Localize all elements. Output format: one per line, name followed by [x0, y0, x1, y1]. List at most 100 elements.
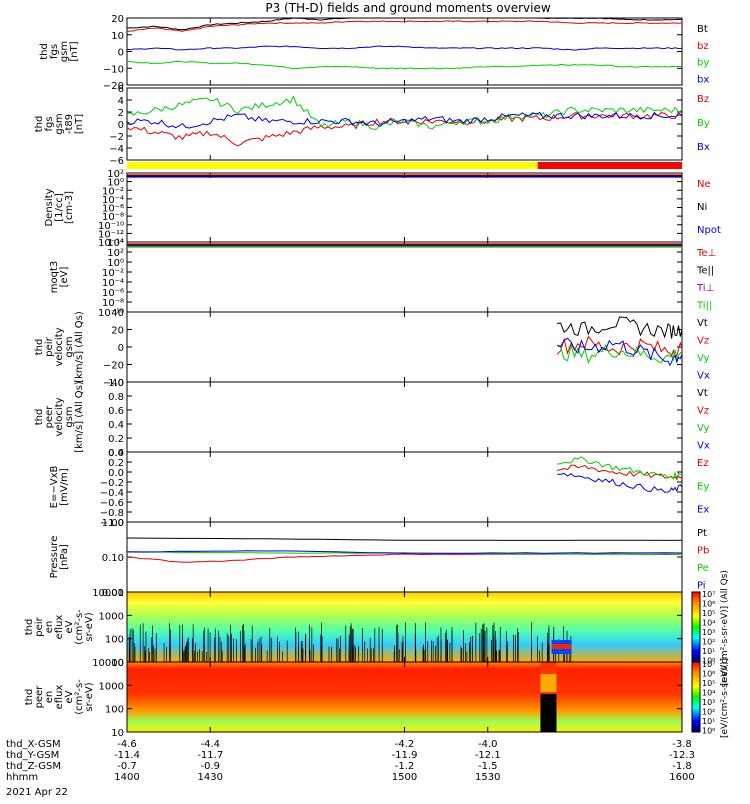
y-axis-label-line: peir	[34, 616, 45, 636]
panel-frame	[126, 311, 683, 383]
legend-Vz: Vz	[697, 406, 709, 417]
panel-peer-velocity: 1.0 0.8 0.6 0.4 0.2 0.0 thdpeervelocitygsm[km/…	[34, 378, 710, 459]
series-line-by	[126, 60, 683, 70]
y-tick-label: 0.6	[108, 406, 124, 417]
colorbar-tick: 10⁶	[702, 670, 715, 679]
panel-peir-eflux: 10000 1000 100 10 thdpeirenefluxeV(cm²-s-sr-…	[24, 588, 683, 669]
orbit-value: -4.2	[395, 739, 415, 750]
legend-Vy: Vy	[697, 353, 710, 364]
y-tick-label: −0.2	[100, 478, 124, 489]
colorbar-tick: 10³	[702, 698, 715, 707]
colorbar-tick: 10³	[702, 628, 715, 637]
orbit-value: 1500	[392, 772, 417, 783]
series-line-Vy	[556, 344, 683, 365]
y-tick-label: 10⁰	[107, 178, 124, 189]
series-line-Pi	[126, 550, 683, 554]
y-tick-label: 0.4	[108, 448, 124, 459]
y-axis-label-line: Density	[44, 188, 55, 226]
y-tick-label: 0.0	[108, 468, 124, 479]
y-tick-label: 10000	[92, 658, 124, 669]
y-tick-label: 6	[118, 84, 124, 95]
series-line-Vx	[556, 337, 683, 367]
y-tick-label: −0.8	[100, 508, 124, 519]
y-tick-label: 10²	[107, 248, 124, 259]
y-tick-label: 10⁻⁴	[102, 195, 124, 206]
panel-pressure: 1.00 0.10 0.01 Pressure[nPa] Pt Pb Pe Pi	[49, 518, 709, 599]
y-tick-label: 4	[118, 96, 124, 107]
date-label: 2021 Apr 22	[6, 787, 68, 798]
figure-title: P3 (TH-D) fields and ground moments over…	[265, 1, 550, 15]
y-tick-label: 10⁴	[107, 238, 124, 249]
y-axis-label-line: eflux	[54, 615, 65, 640]
y-axis-label: thdfgsgsm-t89[nT]	[34, 113, 85, 134]
colorbar-tick: 10²	[702, 638, 715, 647]
y-axis-label-line: fgs	[44, 116, 55, 131]
y-tick-label: 0.8	[108, 392, 124, 403]
series-line-bx	[126, 45, 683, 51]
legend-by: by	[697, 58, 709, 69]
y-tick-label: −1.0	[100, 518, 124, 529]
series-line-Bx	[126, 111, 683, 129]
legend-Vx: Vx	[697, 371, 710, 382]
colorbar-tick: 10⁴	[702, 619, 715, 628]
y-axis-label-line: [nPa]	[59, 544, 70, 570]
orbit-value: 1400	[114, 772, 139, 783]
legend-Vt: Vt	[697, 318, 708, 329]
y-tick-label: 1000	[99, 681, 124, 692]
panel-frame	[126, 241, 683, 313]
legend-Ne: Ne	[697, 179, 711, 190]
orbit-value: -1.2	[395, 761, 415, 772]
orbit-row-label: hhmm	[6, 772, 38, 783]
y-tick-label: 0.4	[108, 420, 124, 431]
y-tick-label: −6	[109, 156, 124, 167]
y-tick-label: 0	[118, 48, 124, 59]
y-tick-label: 10⁻¹⁴	[98, 238, 124, 249]
panel-frame	[126, 17, 683, 86]
colorbar-tick: 10⁵	[702, 679, 715, 688]
series-line-Pt	[126, 537, 683, 541]
y-axis-label: moqt3[eV]	[49, 261, 70, 294]
y-tick-label: 10⁻¹⁰	[98, 308, 124, 319]
legend-By: By	[697, 118, 710, 129]
y-tick-label: 20	[111, 326, 124, 337]
orbit-value: -12.3	[669, 750, 695, 761]
colorbar-tick: 10⁰	[702, 657, 715, 666]
panel-frame	[126, 381, 683, 453]
orbit-value: -3.8	[672, 739, 692, 750]
colorbar-tick: 10⁵	[702, 609, 715, 618]
panel-frame	[126, 87, 683, 161]
y-tick-label: 20	[111, 14, 124, 25]
y-axis-label-line: [cm-3]	[64, 191, 75, 224]
series-line-bz	[126, 20, 683, 32]
legend-Ex: Ex	[697, 505, 709, 516]
panel-peir-velocity: 40 20 0 −20 −40 thdpeirvelocitygsm[km/s] (All…	[34, 308, 710, 389]
legend-Pb: Pb	[697, 546, 709, 557]
y-axis-label-line: (cm²-s-	[74, 679, 85, 715]
y-axis-label-line: [nT]	[74, 114, 85, 134]
y-tick-label: 40	[111, 308, 124, 319]
legend-Npot: Npot	[697, 225, 721, 236]
orbit-value: -11.9	[392, 750, 418, 761]
y-tick-label: −20	[103, 81, 124, 92]
y-axis-label-line: -t89	[64, 114, 75, 134]
y-axis-label-line: [mV/m]	[59, 468, 70, 506]
y-axis-label-line: [km/s] (All Qs)	[74, 381, 85, 453]
y-tick-label: 1.0	[108, 378, 124, 389]
colorbar-tick: 10⁷	[702, 660, 715, 669]
colorbar-tick: 10²	[702, 708, 715, 717]
y-tick-label: −0.6	[100, 498, 124, 509]
y-axis-label-line: [eV]	[59, 267, 70, 288]
y-axis-label-line: thd	[34, 339, 45, 356]
legend-Pi: Pi	[697, 581, 706, 592]
colorbar-label: [eV/(cm²-s-sr-eV)] (All Qs)	[720, 570, 730, 686]
panel-peer-eflux: 10000 1000 100 10 thdpeerenefluxeV(cm²-s-sr-…	[24, 658, 683, 739]
y-axis-label-line: Pressure	[49, 536, 60, 579]
y-axis-label-line: thd	[34, 409, 45, 426]
legend-bz: bz	[697, 41, 709, 52]
colorbar-label: [eV/(cm²-s-sr-eV)]	[720, 658, 730, 738]
series-line-Ex	[557, 472, 683, 493]
y-tick-label: 100	[105, 705, 124, 716]
